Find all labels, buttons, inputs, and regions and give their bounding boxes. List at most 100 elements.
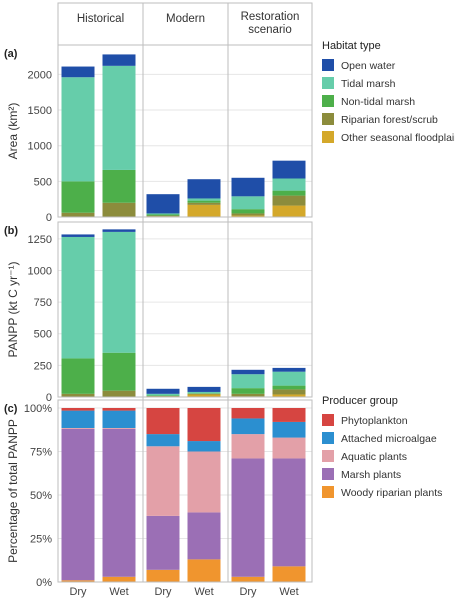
bar-restoration-scenario-dry-riparian-forest-scrub — [231, 213, 265, 216]
bar-historical-dry-marsh-plants — [61, 428, 95, 581]
y-tick-label: 100% — [24, 403, 52, 415]
bar-modern-wet-riparian-forest-scrub — [187, 202, 221, 205]
bar-restoration-scenario-wet-tidal-marsh — [272, 178, 306, 191]
bar-historical-wet-attached-microalgae — [102, 410, 136, 429]
legend-title: Producer group — [322, 395, 398, 407]
bar-restoration-scenario-dry-other-seasonal-floodplain — [231, 215, 265, 217]
bar-historical-dry-open-water — [61, 66, 95, 78]
bar-historical-dry-riparian-forest-scrub — [61, 212, 95, 217]
panel-frame — [57, 399, 313, 583]
bar-restoration-scenario-dry-marsh-plants — [231, 458, 265, 577]
legend-swatch-tidal-marsh — [322, 77, 334, 89]
bar-restoration-scenario-dry-open-water — [231, 369, 265, 375]
legend-swatch-attached-microalgae — [322, 432, 334, 444]
y-tick-label: 750 — [34, 297, 52, 309]
legend-label-aquatic-plants: Aquatic plants — [341, 451, 407, 463]
panel-label: (b) — [4, 225, 18, 237]
x-tick-modern-dry: Dry — [154, 586, 172, 598]
legend-swatch-non-tidal-marsh — [322, 95, 334, 107]
legend-producer-group: Producer group Phytoplankton Attached micr… — [322, 395, 442, 499]
y-tick-label: 25% — [30, 534, 52, 546]
y-tick-label: 0 — [46, 212, 52, 224]
bar-restoration-scenario-wet-phytoplankton — [272, 408, 306, 422]
legend-swatch-riparian-forest-scrub — [322, 113, 334, 125]
legend-label-open-water: Open water — [341, 60, 396, 72]
bar-modern-dry-attached-microalgae — [146, 434, 180, 447]
legend-label-other-seasonal-floodplain: Other seasonal floodplain — [341, 132, 455, 144]
column-header-modern: Modern — [166, 13, 205, 25]
bar-restoration-scenario-dry-attached-microalgae — [231, 418, 265, 435]
bar-modern-wet-other-seasonal-floodplain — [187, 394, 221, 397]
bar-modern-dry-non-tidal-marsh — [146, 395, 180, 396]
y-tick-label: 0 — [46, 392, 52, 404]
bar-historical-wet-riparian-forest-scrub — [102, 390, 136, 397]
x-tick-historical-dry: Dry — [69, 586, 87, 598]
y-tick-label: 2000 — [28, 69, 52, 81]
bar-historical-dry-aquatic-plants — [61, 428, 95, 429]
bar-historical-wet-woody-riparian-plants — [102, 576, 136, 582]
x-tick-restoration-scenario-dry: Dry — [239, 586, 257, 598]
column-header-restoration-scenario-line-1: Restoration — [241, 11, 300, 23]
bar-modern-dry-woody-riparian-plants — [146, 569, 180, 582]
column-header-restoration-scenario-line-2: scenario — [248, 24, 291, 36]
y-tick-label: 50% — [30, 490, 52, 502]
bar-restoration-scenario-wet-open-water — [272, 367, 306, 372]
x-tick-historical-wet: Wet — [109, 586, 128, 598]
bar-modern-wet-open-water — [187, 179, 221, 199]
legend-label-tidal-marsh: Tidal marsh — [341, 78, 396, 90]
bar-modern-wet-open-water — [187, 386, 221, 392]
bar-modern-dry-aquatic-plants — [146, 446, 180, 516]
bar-modern-dry-open-water — [146, 388, 180, 394]
bar-restoration-scenario-wet-open-water — [272, 160, 306, 179]
bar-restoration-scenario-wet-attached-microalgae — [272, 421, 306, 438]
legend-habitat-type: Habitat type Open water Tidal marsh Non-tid… — [322, 40, 455, 144]
legend-title: Habitat type — [322, 40, 381, 52]
panel-label: (c) — [4, 403, 18, 415]
bar-modern-wet-marsh-plants — [187, 512, 221, 560]
bar-historical-wet-open-water — [102, 229, 136, 232]
panel-frame — [57, 44, 313, 218]
legend-swatch-marsh-plants — [322, 468, 334, 480]
legends: Habitat type Open water Tidal marsh Non-tid… — [322, 40, 455, 499]
bar-historical-wet-open-water — [102, 54, 136, 66]
legend-swatch-woody-riparian-plants — [322, 486, 334, 498]
bar-restoration-scenario-wet-other-seasonal-floodplain — [272, 394, 306, 397]
bar-restoration-scenario-wet-other-seasonal-floodplain — [272, 205, 306, 217]
bar-modern-dry-non-tidal-marsh — [146, 214, 180, 216]
bar-restoration-scenario-dry-woody-riparian-plants — [231, 576, 265, 582]
legend-label-phytoplankton: Phytoplankton — [341, 415, 408, 427]
column-header-historical: Historical — [77, 13, 124, 25]
panel-frame — [57, 221, 313, 398]
bar-modern-wet-riparian-forest-scrub — [187, 393, 221, 395]
bar-historical-dry-woody-riparian-plants — [61, 580, 95, 582]
bar-modern-dry-tidal-marsh — [146, 213, 180, 215]
bar-restoration-scenario-dry-riparian-forest-scrub — [231, 393, 265, 397]
y-tick-label: 1500 — [28, 105, 52, 117]
y-tick-label: 1000 — [28, 141, 52, 153]
bar-restoration-scenario-dry-non-tidal-marsh — [231, 388, 265, 394]
bar-modern-wet-phytoplankton — [187, 408, 221, 442]
bar-historical-wet-phytoplankton — [102, 408, 136, 411]
bar-restoration-scenario-dry-aquatic-plants — [231, 434, 265, 459]
bar-historical-wet-non-tidal-marsh — [102, 352, 136, 391]
bar-restoration-scenario-dry-phytoplankton — [231, 408, 265, 419]
bar-historical-dry-non-tidal-marsh — [61, 181, 95, 213]
panel-b: 0 250 500 750 1000 1250 (b) PANPP (kt C yr⁻¹) — [4, 221, 313, 404]
y-tick-label: 500 — [34, 329, 52, 341]
bar-historical-dry-non-tidal-marsh — [61, 358, 95, 394]
y-axis-label: Area (km²) — [6, 103, 20, 160]
bar-modern-wet-other-seasonal-floodplain — [187, 204, 221, 217]
bar-restoration-scenario-wet-non-tidal-marsh — [272, 190, 306, 196]
bar-modern-dry-riparian-forest-scrub — [146, 215, 180, 217]
bar-restoration-scenario-dry-tidal-marsh — [231, 196, 265, 210]
bar-modern-wet-tidal-marsh — [187, 391, 221, 394]
legend-label-woody-riparian-plants: Woody riparian plants — [341, 487, 442, 499]
bar-restoration-scenario-wet-riparian-forest-scrub — [272, 389, 306, 395]
bar-modern-dry-open-water — [146, 194, 180, 214]
bar-restoration-scenario-wet-marsh-plants — [272, 458, 306, 567]
panel-a: 0 500 1000 1500 2000 (a) Area (km²) — [4, 44, 313, 224]
bar-modern-wet-non-tidal-marsh — [187, 200, 221, 203]
bar-historical-wet-aquatic-plants — [102, 428, 136, 429]
y-tick-label: 250 — [34, 360, 52, 372]
bar-restoration-scenario-dry-tidal-marsh — [231, 374, 265, 389]
